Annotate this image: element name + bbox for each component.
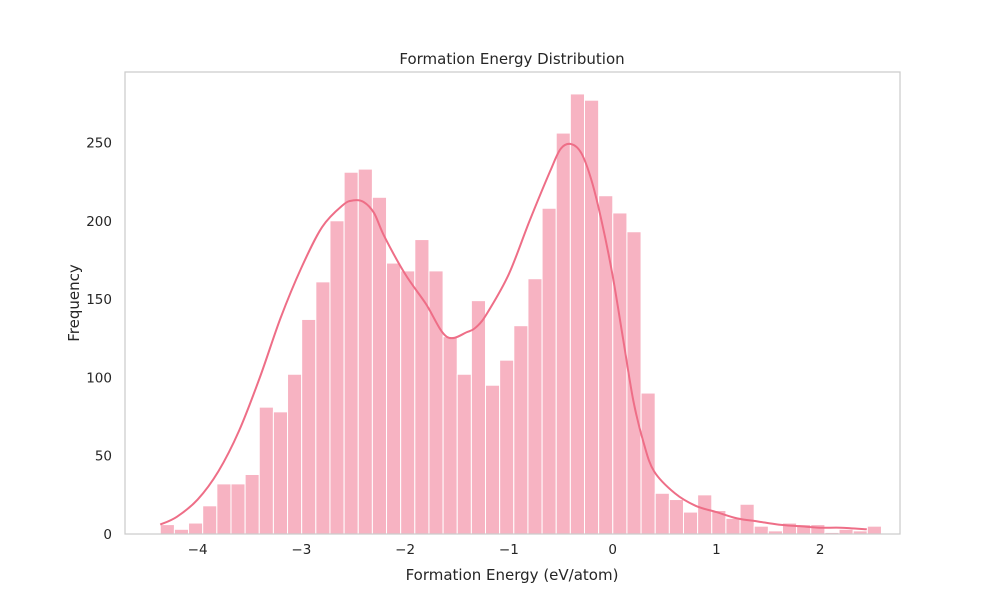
histogram-bar (456, 373, 472, 535)
histogram-bar (598, 195, 614, 535)
histogram-bar (569, 93, 586, 535)
histogram-bar (371, 196, 388, 535)
histogram-bar (386, 262, 402, 535)
y-tick-label: 150 (86, 292, 112, 308)
histogram-bar (442, 336, 458, 535)
x-tick-label: 2 (816, 542, 825, 558)
histogram-bar (428, 270, 444, 535)
histogram-bar (612, 212, 628, 535)
histogram-bar (301, 318, 317, 535)
histogram-bar (315, 281, 331, 535)
chart-title: Formation Energy Distribution (399, 50, 624, 68)
histogram-bar (753, 525, 769, 535)
histogram-bar (230, 483, 246, 535)
histogram-bar (159, 524, 175, 535)
histogram-bar (682, 511, 699, 535)
histogram-bar (258, 406, 274, 535)
histogram-bar (527, 278, 543, 535)
histogram-bar (485, 384, 501, 535)
histogram-bar (541, 207, 557, 535)
histogram-bar (668, 499, 684, 535)
histogram-bar (343, 171, 359, 535)
histogram-bar (272, 411, 289, 535)
histogram-bar (244, 473, 260, 535)
histogram-bars (159, 93, 882, 535)
histogram-bar (357, 168, 373, 535)
x-tick-label: 0 (608, 542, 617, 558)
y-tick-label: 50 (95, 449, 112, 465)
histogram-bar (640, 392, 656, 535)
histogram-bar (173, 528, 190, 535)
x-tick-label: −2 (395, 542, 415, 558)
y-tick-label: 200 (86, 214, 112, 230)
y-axis-label: Frequency (65, 264, 83, 342)
histogram-bar (810, 524, 826, 535)
histogram-bar (329, 220, 345, 535)
histogram-bar (414, 239, 430, 535)
histogram-bar (400, 270, 416, 535)
axes-frame (124, 71, 901, 535)
y-tick-label: 100 (86, 370, 112, 386)
histogram-bar (838, 528, 854, 535)
x-axis-ticks: −4 −3 −2 −1 0 1 2 (188, 542, 825, 558)
histogram-bar (499, 359, 515, 535)
histogram-bar (216, 483, 232, 535)
histogram-bar (866, 525, 882, 535)
histogram-bar (697, 494, 713, 535)
y-tick-label: 250 (86, 135, 112, 151)
histogram-bar (202, 505, 218, 535)
x-tick-label: −1 (499, 542, 519, 558)
x-tick-label: 1 (712, 542, 721, 558)
y-axis-ticks: 0 50 100 150 200 250 (86, 135, 112, 543)
x-axis-label: Formation Energy (eV/atom) (406, 566, 619, 584)
y-tick-label: 0 (103, 527, 112, 543)
histogram-bar (513, 325, 529, 535)
histogram-bar (470, 300, 487, 535)
histogram-bar (626, 231, 642, 535)
kde-curve (159, 142, 867, 531)
histogram-bar (188, 522, 204, 535)
x-tick-label: −3 (291, 542, 311, 558)
histogram-bar (725, 517, 741, 535)
histogram-bar (555, 132, 571, 535)
histogram-bar (654, 492, 670, 535)
histogram-bar (287, 373, 303, 535)
x-tick-label: −4 (188, 542, 208, 558)
